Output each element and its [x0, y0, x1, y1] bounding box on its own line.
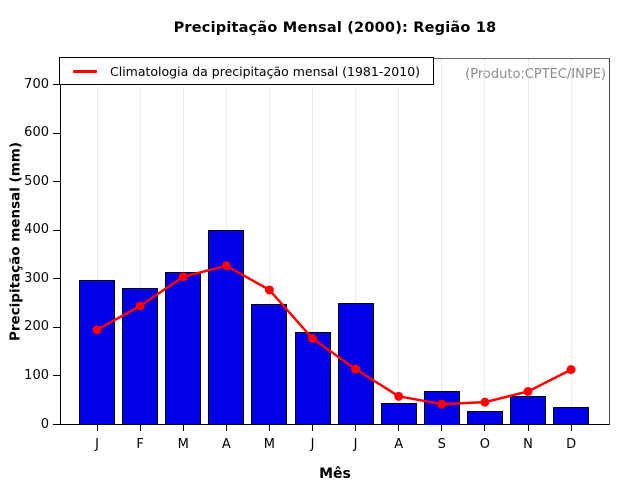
bar-J-7	[337, 303, 374, 425]
x-axis-tick-label: M	[177, 437, 189, 452]
x-axis-tick	[398, 425, 400, 431]
x-axis-tick-label: A	[221, 437, 231, 452]
legend-line-icon	[73, 69, 97, 73]
bar-A-8	[380, 403, 417, 425]
x-axis-tick-label: F	[136, 437, 144, 452]
legend: Climatologia da precipitação mensal (198…	[59, 57, 435, 85]
x-axis-tick	[268, 425, 270, 431]
gridline	[527, 59, 529, 425]
x-axis-tick-label: S	[437, 437, 446, 452]
x-axis-tick-label: D	[566, 437, 577, 452]
x-axis-tick	[527, 425, 529, 431]
bar-N-11	[510, 396, 546, 425]
y-axis-tick-label: 0	[40, 416, 49, 432]
x-axis-tick-label: A	[394, 437, 404, 452]
x-axis-tick	[139, 425, 141, 431]
x-axis-tick-label: J	[95, 437, 99, 452]
x-axis-tick	[484, 425, 486, 431]
y-axis-tick-label: 500	[24, 173, 49, 189]
x-axis-tick	[225, 425, 227, 431]
bar-J-1	[79, 280, 115, 425]
gridline	[398, 59, 400, 425]
x-axis-tick	[96, 425, 98, 431]
y-axis-tick	[53, 326, 60, 328]
x-axis-tick-label: J	[353, 437, 358, 452]
y-axis-tick	[53, 181, 60, 183]
y-axis-tick	[53, 278, 60, 280]
y-axis-tick	[53, 375, 60, 377]
gridline	[96, 59, 98, 425]
y-axis-tick	[53, 84, 60, 85]
x-axis-tick-label: O	[479, 437, 490, 452]
bar-S-9	[423, 390, 460, 425]
bar-M-3	[165, 272, 202, 425]
x-axis-tick	[355, 425, 357, 431]
bar-J-6	[294, 332, 331, 425]
bar-O-10	[466, 410, 503, 425]
gridline	[441, 59, 443, 425]
chart-title: Precipitação Mensal (2000): Região 18	[173, 20, 497, 36]
x-axis-tick	[441, 425, 443, 431]
bar-D-12	[553, 407, 590, 425]
y-axis-tick	[53, 424, 60, 425]
gridline	[484, 59, 486, 425]
y-axis-tick-label: 100	[24, 367, 49, 383]
bar-A-4	[208, 230, 245, 425]
gridline	[312, 59, 313, 425]
y-axis-tick-label: 400	[24, 222, 49, 238]
x-axis-tick	[312, 425, 313, 431]
y-axis-tick-label: 200	[24, 319, 49, 335]
gridline	[355, 59, 357, 425]
y-axis-tick	[53, 132, 60, 134]
gridline	[139, 59, 141, 425]
y-axis-tick	[53, 229, 60, 231]
gridline	[268, 59, 270, 425]
bar-F-2	[122, 287, 159, 425]
gridline	[570, 59, 572, 425]
legend-label: Climatologia da precipitação mensal (198…	[110, 63, 421, 79]
x-axis-tick-label: J	[310, 437, 315, 452]
y-axis-tick-label: 300	[24, 270, 49, 286]
x-axis-tick	[570, 425, 572, 431]
x-axis-tick-label: M	[263, 437, 275, 452]
x-axis-tick-label: N	[523, 437, 533, 452]
y-axis-tick-label: 700	[24, 76, 49, 92]
bar-M-5	[251, 303, 288, 425]
x-axis-tick	[182, 425, 184, 431]
y-axis-tick-label: 600	[24, 125, 49, 141]
gridline	[182, 59, 184, 425]
x-axis-title: Mês	[319, 466, 351, 482]
